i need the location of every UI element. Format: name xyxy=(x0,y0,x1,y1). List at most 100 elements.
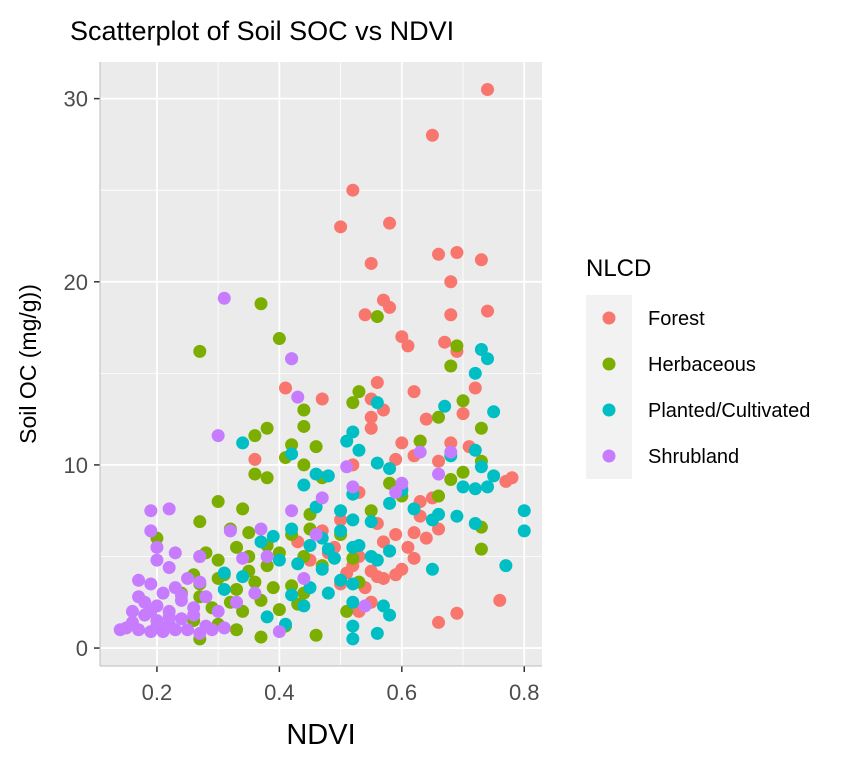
point-herbaceous xyxy=(236,604,250,618)
point-planted-cultivated xyxy=(285,588,299,602)
point-forest xyxy=(278,381,292,395)
point-shrubland xyxy=(217,291,231,305)
point-herbaceous xyxy=(297,419,311,433)
point-shrubland xyxy=(223,524,237,538)
point-herbaceous xyxy=(456,465,470,479)
point-herbaceous xyxy=(211,553,225,567)
legend: NLCD Forest Herbaceous Planted/Cultivated S… xyxy=(586,255,810,479)
point-forest xyxy=(395,562,409,576)
x-axis-label: NDVI xyxy=(286,719,355,751)
point-shrubland xyxy=(340,460,354,474)
point-shrubland xyxy=(248,586,262,600)
point-shrubland xyxy=(150,619,164,633)
point-shrubland xyxy=(168,546,182,560)
point-herbaceous xyxy=(340,604,354,618)
point-shrubland xyxy=(125,615,139,629)
point-shrubland xyxy=(193,626,207,640)
point-herbaceous xyxy=(193,344,207,358)
point-shrubland xyxy=(162,560,176,574)
legend-key-herbaceous xyxy=(602,357,616,371)
point-planted-cultivated xyxy=(291,557,305,571)
point-planted-cultivated xyxy=(334,504,348,518)
y-tick-label: 0 xyxy=(76,636,88,661)
point-shrubland xyxy=(174,612,188,626)
point-shrubland xyxy=(211,604,225,618)
point-forest xyxy=(450,245,464,259)
point-forest xyxy=(474,253,488,267)
point-planted-cultivated xyxy=(334,573,348,587)
x-tick-label: 0.2 xyxy=(142,680,173,705)
point-forest xyxy=(401,540,415,554)
point-planted-cultivated xyxy=(236,570,250,584)
point-planted-cultivated xyxy=(468,482,482,496)
point-planted-cultivated xyxy=(217,582,231,596)
point-planted-cultivated xyxy=(456,480,470,494)
point-planted-cultivated xyxy=(383,462,397,476)
point-shrubland xyxy=(132,573,146,587)
point-planted-cultivated xyxy=(383,544,397,558)
point-planted-cultivated xyxy=(309,467,323,481)
point-shrubland xyxy=(162,610,176,624)
point-forest xyxy=(389,528,403,542)
legend-label: Forest xyxy=(648,308,705,330)
point-herbaceous xyxy=(456,394,470,408)
point-shrubland xyxy=(144,577,158,591)
point-planted-cultivated xyxy=(309,500,323,514)
point-forest xyxy=(389,452,403,466)
point-forest xyxy=(364,421,378,435)
legend-key-forest xyxy=(602,311,616,325)
point-herbaceous xyxy=(297,403,311,417)
point-forest xyxy=(364,256,378,270)
point-planted-cultivated xyxy=(481,352,495,366)
point-forest xyxy=(432,454,446,468)
point-forest xyxy=(248,452,262,466)
point-planted-cultivated xyxy=(364,515,378,529)
point-planted-cultivated xyxy=(517,504,531,518)
point-planted-cultivated xyxy=(517,524,531,538)
chart-title: Scatterplot of Soil SOC vs NDVI xyxy=(70,16,454,46)
legend-keys-bg xyxy=(586,295,632,479)
point-forest xyxy=(444,275,458,289)
point-forest xyxy=(395,330,409,344)
point-forest xyxy=(407,385,421,399)
point-herbaceous xyxy=(230,623,244,637)
legend-key-shrubland xyxy=(602,449,616,463)
point-shrubland xyxy=(432,467,446,481)
point-shrubland xyxy=(260,549,274,563)
point-shrubland xyxy=(199,590,213,604)
point-planted-cultivated xyxy=(468,517,482,531)
point-herbaceous xyxy=(474,542,488,556)
point-forest xyxy=(481,82,495,96)
point-planted-cultivated xyxy=(346,513,360,527)
point-planted-cultivated xyxy=(346,632,360,646)
point-shrubland xyxy=(156,586,170,600)
point-planted-cultivated xyxy=(346,619,360,633)
point-herbaceous xyxy=(309,628,323,642)
point-herbaceous xyxy=(370,310,384,324)
point-herbaceous xyxy=(254,630,268,644)
point-shrubland xyxy=(150,553,164,567)
point-shrubland xyxy=(187,608,201,622)
point-herbaceous xyxy=(413,434,427,448)
point-herbaceous xyxy=(432,410,446,424)
point-herbaceous xyxy=(236,502,250,516)
point-shrubland xyxy=(395,476,409,490)
point-shrubland xyxy=(444,445,458,459)
point-planted-cultivated xyxy=(370,553,384,567)
point-shrubland xyxy=(297,571,311,585)
point-shrubland xyxy=(217,621,231,635)
point-planted-cultivated xyxy=(346,540,360,554)
point-planted-cultivated xyxy=(487,469,501,483)
point-planted-cultivated xyxy=(425,562,439,576)
point-forest xyxy=(370,375,384,389)
point-planted-cultivated xyxy=(352,443,366,457)
legend-label: Planted/Cultivated xyxy=(648,400,810,422)
axes: 0.2 0.4 0.6 0.8 0 10 20 30 xyxy=(64,62,542,705)
point-planted-cultivated xyxy=(303,538,317,552)
point-herbaceous xyxy=(432,489,446,503)
point-herbaceous xyxy=(248,429,262,443)
point-planted-cultivated xyxy=(217,566,231,580)
point-shrubland xyxy=(205,623,219,637)
point-shrubland xyxy=(346,480,360,494)
point-herbaceous xyxy=(266,581,280,595)
